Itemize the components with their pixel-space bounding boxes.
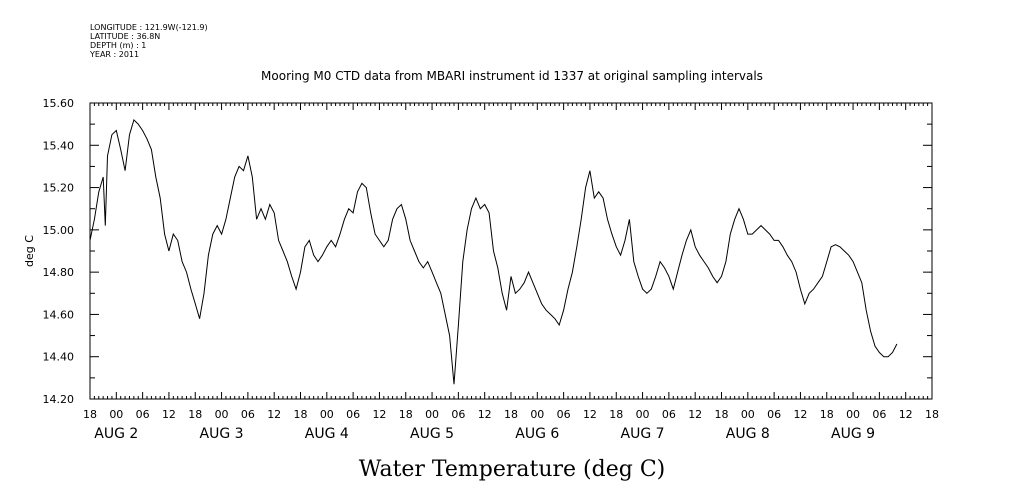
x-tick-label: 18: [715, 408, 729, 421]
y-axis: 14.20 14.40 14.60 14.80 15.00 15.20 15.40 15.60: [43, 97, 932, 406]
x-tick-label: 06: [662, 408, 676, 421]
x-tick-label: 12: [267, 408, 281, 421]
x-tick-label: 00: [320, 408, 334, 421]
x-tick-label: 18: [820, 408, 834, 421]
x-tick-label: 12: [372, 408, 386, 421]
metadata-block: LONGITUDE : 121.9W(-121.9)LATITUDE : 36.…: [89, 23, 208, 59]
y-tick-label: 14.60: [43, 308, 75, 321]
y-tick-label: 15.60: [43, 97, 75, 110]
y-tick-label: 14.40: [43, 351, 75, 364]
day-label: AUG 8: [726, 426, 770, 442]
y-tick-label: 15.20: [43, 182, 75, 195]
x-tick-label: 00: [215, 408, 229, 421]
x-tick-label: 18: [294, 408, 308, 421]
x-tick-label: 12: [583, 408, 597, 421]
day-label: AUG 7: [621, 426, 665, 442]
x-tick-label: 06: [557, 408, 571, 421]
y-axis-label: deg C: [23, 235, 36, 267]
x-tick-label: 18: [188, 408, 202, 421]
day-label: AUG 3: [200, 426, 244, 442]
y-tick-label: 14.80: [43, 266, 75, 279]
x-axis-title: Water Temperature (deg C): [359, 457, 666, 482]
x-tick-label: 06: [451, 408, 465, 421]
x-tick-label: 00: [636, 408, 650, 421]
x-axis: 18 00 06 12 18 00 06 12 18 00 06 12 18 00 06 12 18 00 06 12…: [83, 103, 939, 442]
plot-frame: [89, 102, 933, 400]
day-label: AUG 6: [515, 426, 559, 442]
metadata-line: LONGITUDE : 121.9W(-121.9): [90, 23, 208, 32]
x-tick-label: 12: [478, 408, 492, 421]
x-tick-label: 12: [899, 408, 913, 421]
chart-title: Mooring M0 CTD data from MBARI instrumen…: [261, 69, 763, 83]
metadata-line: LATITUDE : 36.8N: [90, 32, 160, 41]
x-tick-label: 00: [741, 408, 755, 421]
x-tick-label: 12: [688, 408, 702, 421]
day-label: AUG 4: [305, 426, 349, 442]
y-tick-label: 14.20: [43, 393, 75, 406]
x-tick-label: 06: [767, 408, 781, 421]
x-tick-label: 00: [846, 408, 860, 421]
y-tick-label: 15.00: [43, 224, 75, 237]
x-tick-label: 06: [346, 408, 360, 421]
day-label: AUG 2: [94, 426, 138, 442]
x-tick-label: 06: [136, 408, 150, 421]
x-tick-label: 18: [399, 408, 413, 421]
x-tick-label: 12: [793, 408, 807, 421]
metadata-line: YEAR : 2011: [89, 50, 139, 59]
x-tick-label: 18: [83, 408, 97, 421]
water-temperature-line: [89, 118, 898, 385]
x-tick-label: 00: [530, 408, 544, 421]
x-tick-label: 12: [162, 408, 176, 421]
x-tick-label: 00: [109, 408, 123, 421]
x-tick-label: 00: [425, 408, 439, 421]
x-tick-label: 18: [925, 408, 939, 421]
x-tick-label: 18: [504, 408, 518, 421]
x-tick-label: 06: [872, 408, 886, 421]
day-label: AUG 5: [410, 426, 454, 442]
metadata-line: DEPTH (m) : 1: [90, 41, 146, 50]
x-tick-label: 18: [609, 408, 623, 421]
x-tick-label: 06: [241, 408, 255, 421]
y-tick-label: 15.40: [43, 139, 75, 152]
day-label: AUG 9: [831, 426, 875, 442]
